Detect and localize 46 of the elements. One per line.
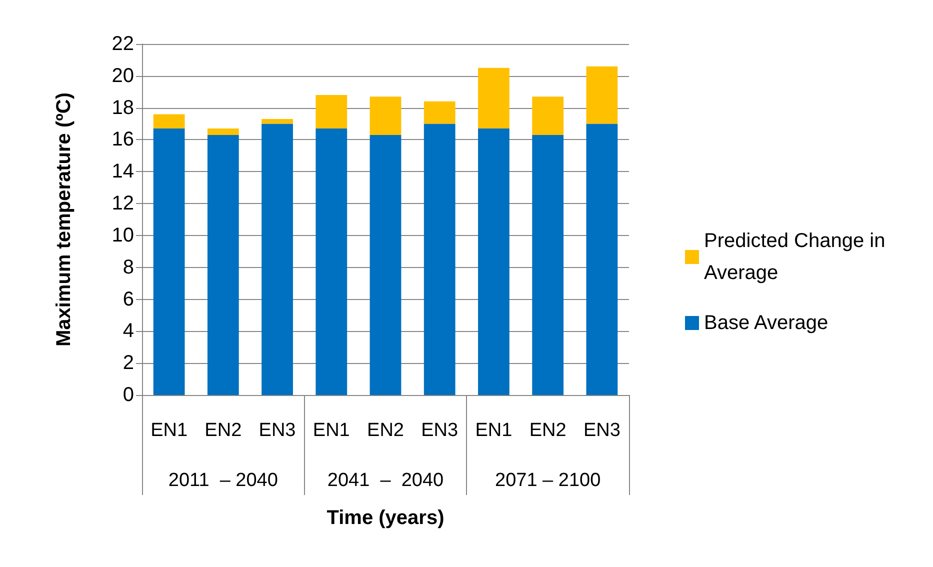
- x-tick-label: EN1: [150, 420, 188, 441]
- x-tick-label: EN1: [312, 420, 350, 441]
- y-tick-label: 6: [122, 288, 134, 310]
- y-tick-label: 4: [122, 320, 134, 342]
- x-tick-label: EN2: [204, 420, 242, 441]
- x-axis-title: Time (years): [326, 507, 444, 529]
- bar: [532, 96, 564, 135]
- x-tick-label: EN3: [583, 420, 620, 441]
- legend-label: Predicted Change in Average: [704, 230, 891, 284]
- bar: [586, 66, 618, 124]
- y-tick-label: 10: [112, 224, 134, 246]
- y-tick-label: 22: [112, 33, 134, 55]
- y-tick-label: 14: [112, 160, 134, 183]
- bar: [370, 96, 402, 135]
- text: 2041 – 2040: [327, 470, 444, 491]
- x-tick-label: EN3: [258, 420, 296, 441]
- x-tick-label: EN2: [367, 420, 404, 441]
- bar: [262, 118, 293, 124]
- x-tick-label: EN1: [475, 420, 512, 441]
- y-tick-label: 0: [122, 384, 134, 406]
- y-tick-label: 16: [112, 128, 134, 151]
- y-tick-label: 8: [122, 256, 134, 278]
- bar: [586, 124, 618, 395]
- legend-label: Base Average: [704, 312, 828, 334]
- bar: [532, 134, 564, 395]
- bar: [207, 134, 239, 395]
- x-tick-label: EN3: [421, 420, 458, 441]
- bar: [316, 128, 348, 395]
- y-tick-label: 2: [122, 352, 134, 374]
- y-tick-label: 18: [112, 96, 134, 119]
- bar: [207, 128, 239, 135]
- bar: [153, 128, 185, 395]
- bar: [316, 95, 348, 129]
- bar: [478, 128, 510, 395]
- bar: [478, 68, 510, 129]
- bar: [153, 114, 185, 129]
- bar: [262, 124, 293, 395]
- x-tick-label: EN2: [529, 420, 566, 441]
- text: 2011 – 2040: [168, 470, 278, 491]
- bar: [424, 124, 456, 395]
- y-tick-label: 20: [112, 64, 134, 87]
- y-tick-label: 12: [112, 192, 134, 215]
- bar: [424, 101, 456, 124]
- text: 2071 – 2100: [494, 470, 601, 491]
- y-axis-title: Maximum temperature (ºC): [53, 92, 75, 347]
- bar: [370, 134, 402, 395]
